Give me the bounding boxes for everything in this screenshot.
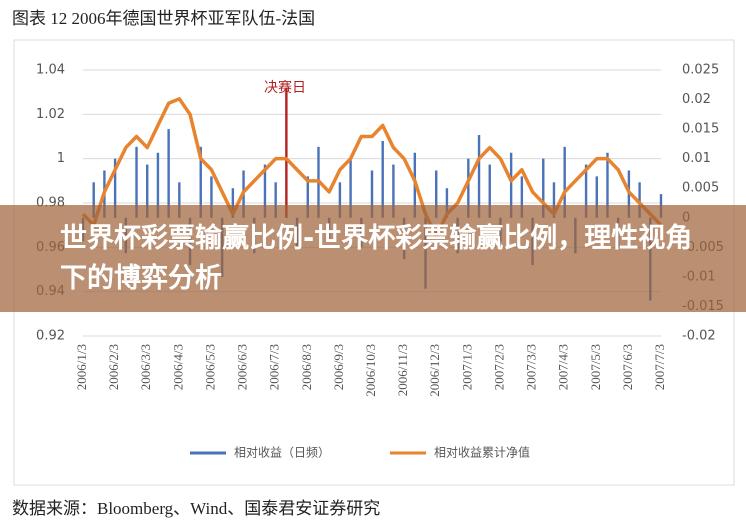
bar: [231, 188, 235, 218]
bar: [392, 164, 395, 218]
bar: [349, 158, 352, 218]
banner: 世界杯彩票输赢比例-世界杯彩票输赢比例，理性视角下的博弈分析: [0, 205, 746, 312]
annotation: 决赛日: [264, 80, 306, 96]
bar: [595, 176, 598, 218]
bar: [306, 176, 309, 218]
y2-tick-label: 0.005: [682, 181, 719, 196]
bar: [338, 182, 342, 218]
legend-label: 相对收益累计净值: [434, 445, 530, 460]
x-tick-label: 2007/1/3: [459, 344, 474, 390]
bar: [370, 170, 374, 218]
x-tick-label: 2006/2/3: [106, 344, 121, 390]
bar: [210, 176, 213, 218]
x-tick-label: 2006/4/3: [170, 344, 185, 390]
bar: [467, 158, 470, 218]
x-tick-label: 2006/1/3: [74, 344, 89, 390]
bar: [477, 135, 481, 218]
bar: [113, 158, 117, 218]
y2-tick-label: 0.02: [682, 92, 711, 107]
bar: [542, 158, 545, 218]
bar: [381, 140, 384, 218]
bar: [199, 146, 202, 218]
x-tick-label: 2006/10/3: [363, 344, 378, 397]
x-tick-label: 2006/12/3: [427, 344, 442, 397]
source: 数据来源：Bloomberg、Wind、国泰君安证券研究: [12, 499, 380, 518]
bar: [445, 188, 449, 218]
y-tick-label: 0.92: [36, 329, 65, 344]
x-tick-label: 2007/3/3: [524, 344, 539, 390]
bar: [563, 146, 566, 218]
bar: [274, 182, 277, 218]
y2-tick-label: -0.02: [682, 329, 716, 344]
y2-tick-label: 0.01: [682, 151, 711, 166]
y2-tick-label: 0.025: [682, 63, 719, 78]
bar: [488, 164, 491, 218]
y-tick-label: 1.02: [36, 107, 65, 122]
x-tick-label: 2006/11/3: [395, 344, 410, 396]
x-tick-label: 2006/7/3: [267, 344, 282, 390]
bar: [552, 182, 556, 218]
bar: [606, 152, 609, 218]
x-tick-label: 2007/7/3: [652, 344, 667, 390]
x-tick-label: 2007/2/3: [491, 344, 506, 390]
bar: [92, 182, 95, 218]
y2-tick-label: 0.015: [682, 122, 719, 137]
x-tick-label: 2006/6/3: [235, 344, 250, 390]
x-tick-label: 2006/9/3: [331, 344, 346, 390]
bar: [520, 176, 524, 218]
y-tick-label: 1: [57, 151, 65, 166]
bar: [135, 146, 138, 218]
x-tick-label: 2006/8/3: [299, 344, 314, 390]
bar: [178, 182, 181, 218]
y-tick-label: 1.04: [36, 63, 65, 78]
bar: [167, 129, 170, 218]
legend-label: 相对收益（日频）: [234, 446, 330, 460]
bar: [584, 164, 588, 218]
bar: [435, 170, 438, 218]
x-tick-label: 2007/4/3: [556, 344, 571, 390]
x-tick-label: 2007/6/3: [620, 344, 635, 390]
chart-title: 图表 12 2006年德国世界杯亚军队伍-法国: [12, 9, 315, 28]
x-tick-label: 2006/3/3: [138, 344, 153, 390]
bar: [156, 152, 160, 218]
bar: [263, 164, 267, 218]
x-tick-label: 2007/5/3: [588, 344, 603, 390]
bar: [146, 164, 149, 218]
x-tick-label: 2006/5/3: [202, 344, 217, 390]
line: [81, 97, 663, 238]
bar: [285, 87, 288, 218]
bar: [638, 182, 641, 218]
bar: [509, 152, 513, 218]
